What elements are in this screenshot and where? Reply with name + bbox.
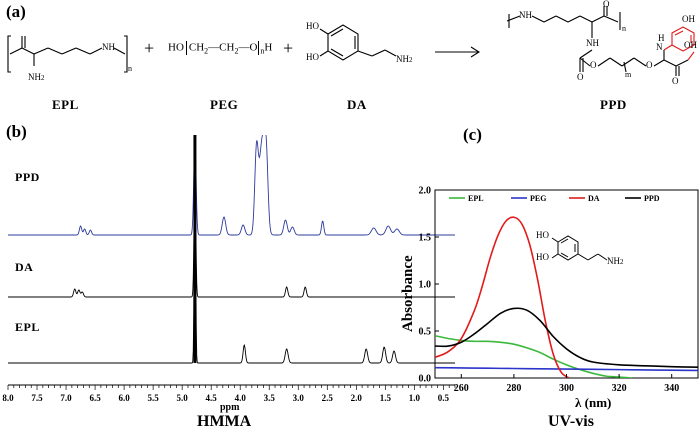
- ppd-o-2: O: [646, 60, 653, 70]
- plus-sign-1: +: [144, 38, 155, 58]
- epl-structure: [7, 35, 128, 73]
- nmr-tick-label: 8.0: [2, 393, 14, 403]
- ppd-oh-top: OH: [682, 14, 695, 24]
- nmr-trace-ppd: [8, 135, 455, 236]
- uv-y-tick-label: 2.0: [419, 186, 432, 197]
- uv-y-tick-label: 1.0: [419, 280, 432, 291]
- epl-amine-label: NH2: [28, 72, 45, 82]
- nmr-trace-da: [8, 179, 455, 298]
- uv-legend-label-da: DA: [588, 194, 600, 203]
- nmr-label-epl: EPL: [15, 320, 40, 334]
- nmr-tick-label: 6.0: [118, 393, 130, 403]
- panel-label-c: (c): [463, 125, 482, 144]
- da-ho-top: HO: [306, 21, 319, 31]
- ppd-m-sub: m: [625, 70, 632, 79]
- nmr-label-da: DA: [15, 260, 34, 274]
- ppd-h-amide: H: [658, 33, 665, 43]
- peg-formula: HO​CH2—CH2—OnH: [168, 41, 273, 56]
- ppd-nh-label: NH: [519, 10, 532, 20]
- uv-x-tick-label: 260: [454, 383, 469, 394]
- label-peg: PEG: [210, 97, 239, 112]
- da-nh2: NH2: [396, 54, 413, 64]
- nmr-label-ppd: PPD: [15, 170, 40, 184]
- ppd-n-sub: n: [622, 24, 626, 33]
- ppd-oh-bottom: OH: [684, 40, 697, 50]
- nmr-tick-label: 0.5: [438, 393, 450, 403]
- inset-ho-top: HO: [536, 230, 549, 240]
- nmr-tick-label: 3.5: [264, 393, 276, 403]
- inset-ho-bottom: HO: [536, 252, 549, 262]
- ppd-nh-amide: N: [656, 42, 663, 52]
- nmr-tick-label: 3.0: [293, 393, 305, 403]
- plus-sign-2: +: [283, 38, 294, 58]
- uv-series-peg: [435, 366, 698, 372]
- uv-series-epl: [435, 334, 633, 378]
- uv-x-tick-label: 280: [506, 383, 521, 394]
- nmr-tick-label: 7.0: [60, 393, 72, 403]
- inset-nh2: NH2: [607, 256, 624, 266]
- uv-vis-chart: EPL PEG DA PPD 0.0 0.5 1.0 1.5 2.0 260 280 300 320 3…: [419, 186, 699, 394]
- nmr-panel: 8.0 7.5 7.0 6.5 6.0 5.5 5.0 4.5 4.0 3.5 3.0 2.5 2.0 1…: [2, 135, 456, 403]
- uv-y-tick-label: 0.5: [419, 327, 432, 338]
- uv-caption: UV-vis: [548, 413, 594, 430]
- nmr-tick-label: 7.5: [31, 393, 43, 403]
- uv-legend-label-epl: EPL: [468, 194, 484, 203]
- nmr-tick-label: 6.5: [89, 393, 101, 403]
- reaction-arrow: [435, 46, 481, 58]
- uv-x-tick-label: 340: [664, 383, 679, 394]
- da-structure: [319, 24, 397, 61]
- nmr-tick-label: 5.5: [148, 393, 160, 403]
- nmr-tick-label: 4.5: [206, 393, 218, 403]
- uv-y-tick-label: 0.0: [419, 374, 432, 385]
- uv-series-ppd: [435, 307, 698, 368]
- da-ho-bottom: HO: [306, 52, 319, 62]
- catechol-ring: [663, 26, 695, 52]
- label-epl: EPL: [52, 97, 79, 112]
- epl-n-subscript: n: [128, 64, 132, 73]
- uv-legend-label-peg: PEG: [530, 194, 546, 203]
- nmr-caption: HMMA: [197, 413, 252, 430]
- reaction-scheme: [7, 6, 695, 76]
- uv-y-tick-label: 1.5: [419, 233, 432, 244]
- nmr-tick-label: 1.0: [409, 393, 421, 403]
- uv-series-da: [435, 216, 570, 378]
- uv-legend-label-ppd: PPD: [644, 194, 660, 203]
- nmr-tick-label: 2.0: [351, 393, 363, 403]
- label-ppd-product: PPD: [600, 97, 627, 112]
- ppd-nh-side: NH: [586, 38, 599, 48]
- nmr-trace-epl: [8, 155, 455, 364]
- ppd-o-amide: O: [672, 76, 679, 86]
- dopamine-moiety: [687, 51, 695, 61]
- ppd-o-top: O: [603, 0, 610, 9]
- ppd-o-1: O: [590, 60, 597, 70]
- uv-x-tick-label: 300: [559, 383, 574, 394]
- uv-x-label: λ (nm): [575, 395, 612, 410]
- panel-label-a: (a): [6, 2, 26, 21]
- nmr-x-label: ppm: [220, 402, 240, 413]
- nmr-tick-label: 4.0: [235, 393, 247, 403]
- nmr-tick-label: 5.0: [177, 393, 189, 403]
- uv-y-label: Absorbance: [400, 255, 416, 332]
- uv-x-tick-label: 320: [612, 383, 627, 394]
- nmr-tick-label: 2.5: [322, 393, 334, 403]
- nmr-tick-label: 1.5: [380, 393, 392, 403]
- inset-dopamine-structure: [551, 235, 608, 261]
- ppd-o-carbonyl: O: [577, 72, 584, 82]
- label-da: DA: [347, 97, 367, 112]
- ppd-structure: [506, 6, 689, 76]
- panel-label-b: (b): [6, 122, 27, 141]
- epl-nh-label: NH: [102, 42, 115, 52]
